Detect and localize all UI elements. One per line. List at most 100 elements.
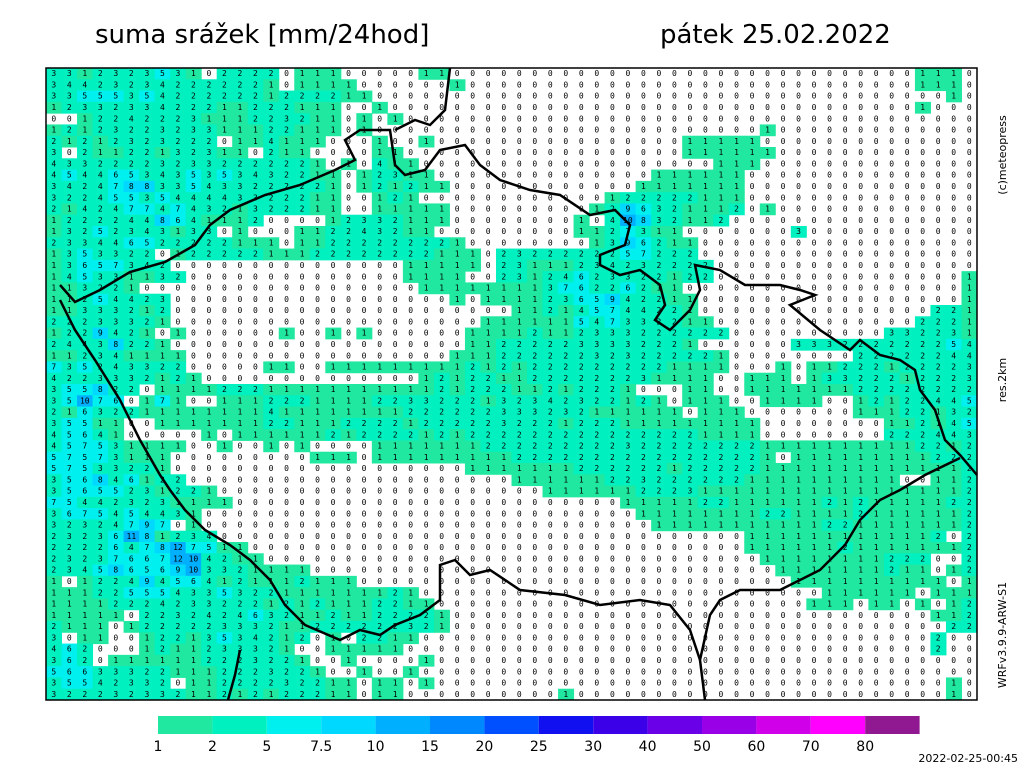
precip-cell [682, 147, 699, 159]
precip-cell [511, 316, 528, 329]
precip-cell [573, 372, 590, 385]
cell-value: 0 [610, 521, 615, 530]
cell-value: 0 [765, 261, 770, 270]
precip-cell [759, 542, 776, 554]
cell-value: 8 [129, 182, 134, 191]
cell-value: 0 [424, 667, 429, 676]
cell-value: 0 [362, 532, 367, 541]
cell-value: 0 [750, 363, 755, 372]
precip-cell [806, 530, 823, 543]
cell-value: 0 [362, 351, 367, 360]
precip-cell [806, 384, 823, 396]
precip-cell [697, 474, 714, 487]
cell-value: 1 [362, 600, 367, 609]
cell-value: 1 [517, 374, 522, 383]
cell-value: 2 [253, 600, 258, 609]
cell-value: 0 [408, 464, 413, 473]
cell-value: 1 [688, 385, 693, 394]
precip-cell [170, 124, 187, 137]
cell-value: 0 [455, 521, 460, 530]
precip-cell [527, 259, 544, 272]
cell-value: 2 [377, 622, 382, 631]
cell-value: 1 [300, 408, 305, 417]
precip-cell [542, 451, 559, 464]
cell-value: 1 [82, 588, 87, 597]
cell-value: 1 [82, 633, 87, 642]
precip-cell [387, 237, 404, 250]
precip-cell [387, 384, 404, 396]
precip-cell [651, 429, 668, 441]
cell-value: 0 [750, 114, 755, 123]
precip-cell [821, 564, 838, 577]
cell-value: 0 [812, 588, 817, 597]
cell-value: 0 [796, 126, 801, 135]
cell-value: 0 [827, 284, 832, 293]
cell-value: 0 [656, 656, 661, 665]
cell-value: 1 [781, 385, 786, 394]
precip-cell [930, 384, 947, 396]
cell-value: 1 [874, 577, 879, 586]
precip-cell [806, 440, 823, 453]
cell-value: 0 [238, 261, 243, 270]
cell-value: 0 [284, 351, 289, 360]
cell-value: 1 [160, 464, 165, 473]
precip-cell [77, 180, 94, 193]
cell-value: 0 [734, 340, 739, 349]
cell-value: 7 [113, 261, 118, 270]
precip-cell [666, 485, 683, 498]
cell-value: 1 [253, 430, 258, 439]
cell-value: 3 [51, 633, 56, 642]
precip-cell [961, 553, 978, 566]
cell-value: 0 [548, 182, 553, 191]
cell-value: 1 [812, 396, 817, 405]
cell-value: 1 [315, 103, 320, 112]
cell-value: 0 [812, 238, 817, 247]
cell-value: 3 [641, 374, 646, 383]
precip-cell [92, 575, 109, 588]
cell-value: 0 [672, 554, 677, 563]
cell-value: 1 [470, 261, 475, 270]
cell-value: 2 [874, 396, 879, 405]
cell-value: 2 [579, 351, 584, 360]
cell-value: 0 [501, 69, 506, 78]
cell-value: 2 [82, 656, 87, 665]
cell-value: 1 [408, 453, 413, 462]
cell-value: 0 [672, 577, 677, 586]
cell-value: 5 [82, 464, 87, 473]
precip-cell [511, 327, 528, 340]
cell-value: 1 [331, 114, 336, 123]
cell-value: 0 [936, 656, 941, 665]
cell-value: 1 [517, 464, 522, 473]
precip-cell [635, 406, 652, 419]
precip-cell [154, 192, 171, 204]
cell-value: 0 [393, 137, 398, 146]
precip-cell [247, 124, 264, 137]
cell-value: 0 [331, 137, 336, 146]
cell-value: 2 [641, 363, 646, 372]
cell-value: 2 [144, 600, 149, 609]
cell-value: 2 [51, 340, 56, 349]
precip-cell [573, 485, 590, 498]
precip-cell [480, 293, 497, 306]
cell-value: 1 [951, 92, 956, 101]
cell-value: 0 [517, 238, 522, 247]
cell-value: 0 [207, 453, 212, 462]
cell-value: 0 [905, 261, 910, 270]
precip-cell [868, 564, 885, 577]
cell-value: 0 [517, 645, 522, 654]
cell-value: 0 [656, 114, 661, 123]
precip-cell [495, 463, 512, 475]
cell-value: 0 [812, 137, 817, 146]
cell-value: 2 [129, 329, 134, 338]
cell-value: 0 [501, 622, 506, 631]
cell-value: 0 [750, 171, 755, 180]
cell-value: 1 [346, 430, 351, 439]
cell-value: 0 [858, 159, 863, 168]
cell-value: 0 [315, 284, 320, 293]
cell-value: 0 [641, 554, 646, 563]
precip-cell [77, 485, 94, 498]
precip-cell [899, 406, 916, 419]
cell-value: 0 [563, 600, 568, 609]
precip-cell [371, 429, 388, 441]
precip-cell [46, 79, 63, 92]
